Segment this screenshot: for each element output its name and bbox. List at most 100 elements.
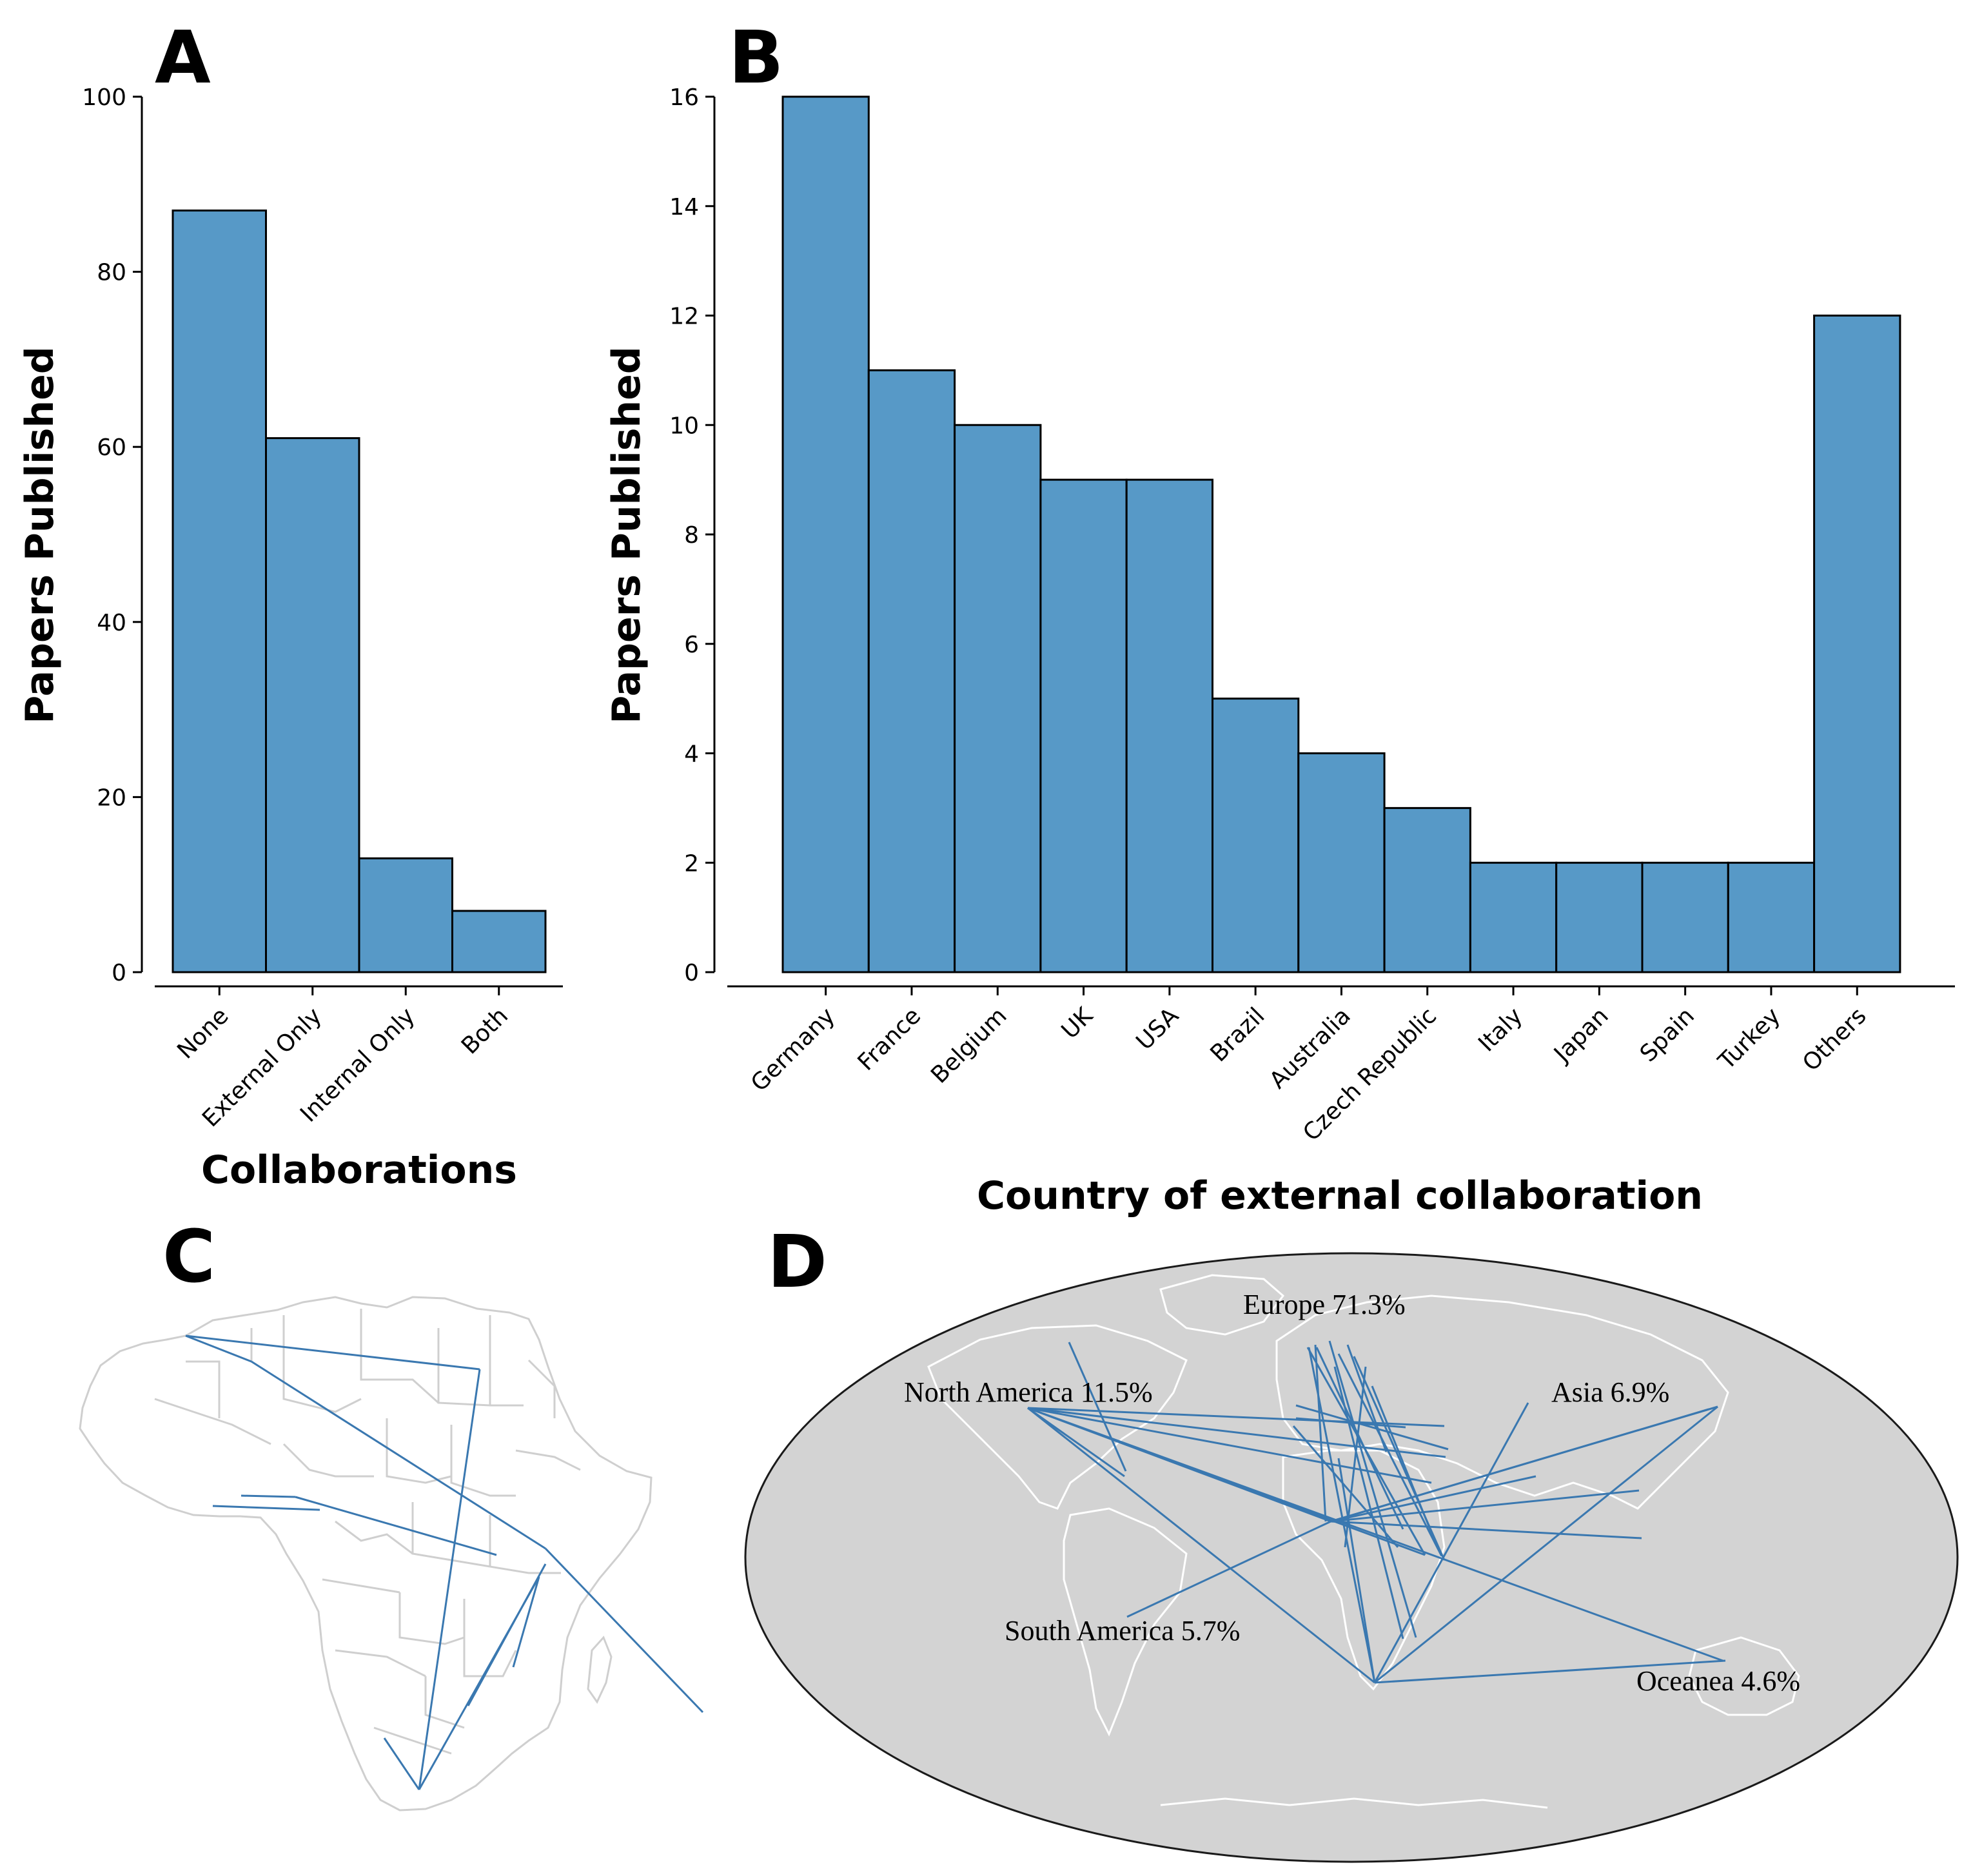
panel-letter-d: D	[767, 1220, 827, 1304]
collaboration-link	[1068, 1342, 1127, 1472]
collaboration-link	[240, 1494, 296, 1498]
x-tick-label: Spain	[1635, 1002, 1700, 1067]
panel-a-y-ticks: 0 20 40 60 80 100	[82, 84, 142, 986]
world-map-globe	[744, 1252, 1959, 1863]
x-tick-label: Turkey	[1713, 1002, 1786, 1075]
collaboration-link	[1373, 1402, 1529, 1683]
collaboration-link	[1027, 1407, 1446, 1458]
antarctica-outline	[1160, 1797, 1548, 1809]
collaboration-link	[251, 1360, 546, 1550]
y-tick-label: 10	[669, 413, 699, 439]
africa-inner-borders	[154, 1309, 581, 1755]
panel-c-links	[185, 1334, 704, 1790]
panel-b-bars	[781, 95, 1901, 973]
bar-none	[172, 210, 267, 973]
bar-france	[867, 369, 956, 973]
south-america-outline	[1063, 1507, 1188, 1737]
collaboration-link	[1295, 1404, 1449, 1451]
collaboration-link	[212, 1505, 320, 1511]
panel-letter-a: A	[155, 16, 211, 100]
collaboration-link	[1330, 1489, 1640, 1523]
x-tick-label: UK	[1057, 1002, 1099, 1044]
x-tick-label: Others	[1798, 1002, 1872, 1077]
y-tick-label: 4	[684, 741, 699, 768]
label-south-america: South America 5.7%	[1005, 1615, 1240, 1646]
collaboration-link	[1371, 1385, 1437, 1543]
collaboration-link	[418, 1369, 481, 1790]
y-tick-label: 14	[669, 194, 699, 220]
panel-d-links	[1027, 1340, 1726, 1684]
y-tick-label: 100	[82, 84, 126, 111]
x-tick-label: France	[853, 1002, 927, 1076]
collaboration-link	[1027, 1407, 1125, 1478]
x-tick-label: Belgium	[926, 1002, 1012, 1088]
label-north-america: North America 11.5%	[904, 1376, 1153, 1408]
collaboration-link	[418, 1576, 540, 1790]
y-tick-label: 0	[112, 960, 126, 986]
collaboration-link	[1027, 1407, 1723, 1662]
label-europe: Europe 71.3%	[1243, 1289, 1406, 1320]
madagascar-outline	[587, 1636, 613, 1704]
panel-d-world-map: D Europe 71.3% North America 11.5% Asia …	[744, 1220, 1959, 1863]
collaboration-link	[1314, 1344, 1327, 1522]
panel-b-y-axis-title: Papers Published	[604, 346, 649, 724]
panel-b-x-ticks: Germany France Belgium UK USA BrazilAustralia…	[746, 986, 1872, 1146]
bar-czech-republic	[1383, 806, 1471, 973]
collaboration-link	[1027, 1407, 1375, 1684]
y-tick-label: 6	[684, 632, 699, 658]
x-tick-label: Brazil	[1205, 1002, 1270, 1067]
x-tick-label: Both	[456, 1002, 513, 1059]
bar-usa	[1125, 478, 1213, 973]
panel-c-africa-map: C	[79, 1215, 704, 1812]
y-tick-label: 2	[684, 850, 699, 877]
collaboration-link	[1374, 1659, 1726, 1684]
y-tick-label: 80	[97, 260, 126, 286]
collaboration-link	[1126, 1520, 1331, 1618]
australia-outline	[1688, 1636, 1800, 1716]
collaboration-link	[1344, 1366, 1367, 1548]
x-tick-label: Australia	[1264, 1002, 1356, 1094]
collaboration-link	[1292, 1425, 1399, 1548]
x-tick-label: Japan	[1548, 1002, 1613, 1068]
bar-germany	[781, 95, 870, 973]
collaboration-link	[1337, 1458, 1376, 1683]
bar-internal-only	[358, 857, 453, 973]
collaboration-link	[1333, 1366, 1404, 1639]
collaboration-link	[185, 1334, 480, 1371]
collaboration-link	[512, 1576, 540, 1668]
y-tick-label: 60	[97, 435, 126, 461]
panel-letter-c: C	[162, 1215, 215, 1299]
collaboration-link	[1027, 1407, 1432, 1484]
y-tick-label: 8	[684, 522, 699, 549]
panel-b-y-ticks: 0 2 4 6 8 10 12 14 16	[669, 84, 714, 986]
bar-belgium	[954, 424, 1042, 973]
bar-spain	[1641, 861, 1729, 973]
panel-a-y-axis-title: Papers Published	[17, 346, 63, 724]
panel-a-x-axis-title: Collaborations	[201, 1148, 517, 1193]
panel-b-bar-chart: B 0 2 4 6 8 10 12 14 16 Germany France Belgium UK US…	[604, 16, 1955, 1218]
x-tick-label: None	[172, 1002, 233, 1064]
label-asia: Asia 6.9%	[1551, 1376, 1669, 1408]
y-tick-label: 20	[97, 785, 126, 811]
panel-a-bars	[172, 210, 547, 973]
africa-outline	[79, 1296, 653, 1812]
bar-japan	[1555, 861, 1644, 973]
collaboration-link	[185, 1334, 252, 1363]
bar-brazil	[1212, 698, 1300, 973]
x-tick-label: Italy	[1473, 1002, 1527, 1057]
africa-world-outline	[1282, 1449, 1446, 1691]
collaboration-link	[1328, 1340, 1417, 1638]
bar-external-only	[265, 437, 360, 973]
x-tick-label: Germany	[746, 1002, 840, 1097]
bar-others	[1813, 315, 1901, 973]
greenland-outline	[1159, 1274, 1285, 1336]
bar-turkey	[1727, 861, 1816, 973]
collaboration-link	[544, 1547, 704, 1714]
collaboration-link	[1374, 1405, 1718, 1684]
y-tick-label: 40	[97, 610, 126, 636]
collaboration-link	[1330, 1475, 1536, 1523]
label-oceania: Oceanea 4.6%	[1636, 1665, 1800, 1697]
